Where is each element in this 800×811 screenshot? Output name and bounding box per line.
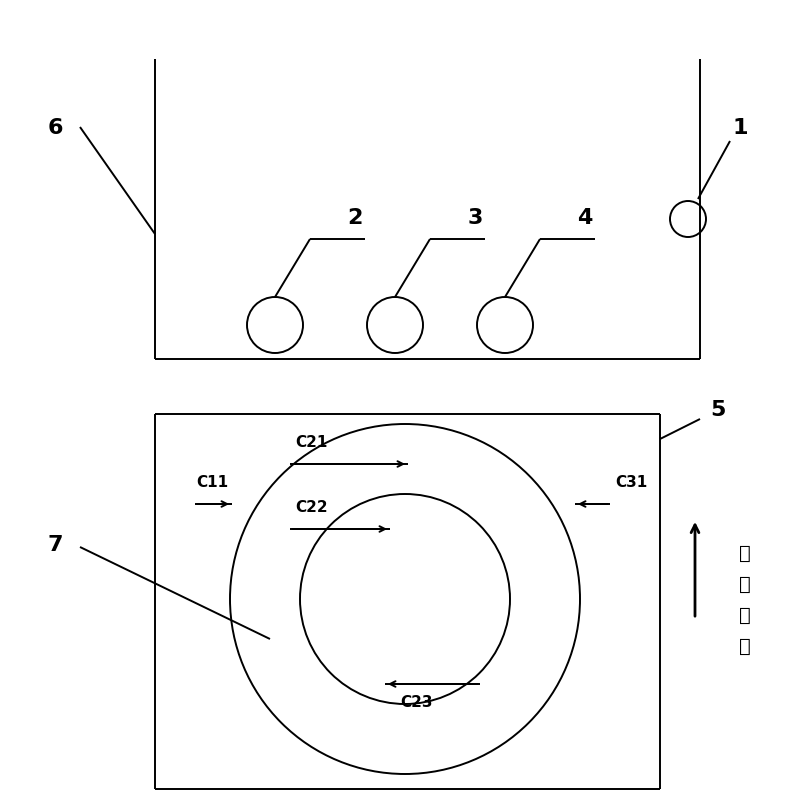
Text: 1: 1: [732, 118, 748, 138]
Text: 6: 6: [47, 118, 62, 138]
Text: 2: 2: [347, 208, 362, 228]
Text: C21: C21: [295, 435, 327, 449]
Text: C23: C23: [400, 694, 433, 709]
Text: 4: 4: [578, 208, 593, 228]
Text: C11: C11: [196, 474, 228, 489]
Text: 5: 5: [710, 400, 726, 419]
Text: 轮
胎
流
向: 轮 胎 流 向: [739, 543, 751, 655]
Text: C22: C22: [295, 500, 328, 514]
Text: 3: 3: [467, 208, 482, 228]
Text: C31: C31: [615, 474, 647, 489]
Text: 7: 7: [47, 534, 62, 554]
